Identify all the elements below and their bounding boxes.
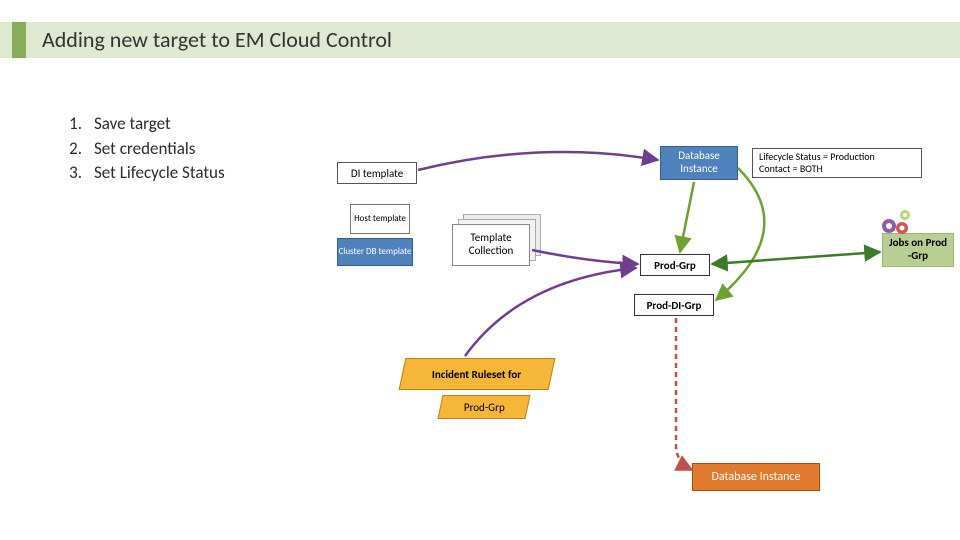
steps-list: 1. Save target 2. Set credentials 3. Set… bbox=[64, 112, 225, 186]
jobs-line2: -Grp bbox=[889, 250, 947, 263]
step-item: 2. Set credentials bbox=[64, 137, 225, 162]
node-incident-ruleset: Incident Ruleset for bbox=[399, 358, 556, 390]
node-host-template: Host template bbox=[350, 204, 410, 234]
step-num: 2. bbox=[64, 137, 82, 162]
step-item: 3. Set Lifecycle Status bbox=[64, 161, 225, 186]
incident-ruleset-label: Incident Ruleset for bbox=[432, 368, 521, 381]
template-collection-label: Template Collection bbox=[453, 232, 529, 257]
incident-prod-grp-label: Prod-Grp bbox=[464, 401, 505, 414]
step-num: 3. bbox=[64, 161, 82, 186]
step-text: Save target bbox=[94, 112, 171, 137]
node-prod-grp: Prod-Grp bbox=[640, 254, 710, 276]
step-text: Set credentials bbox=[94, 137, 195, 162]
node-jobs-on-prod-grp: Jobs on Prod -Grp bbox=[882, 233, 954, 267]
step-item: 1. Save target bbox=[64, 112, 225, 137]
database-instance-label: Database Instance bbox=[661, 150, 737, 175]
lifecycle-line2: Contact = BOTH bbox=[759, 163, 875, 175]
title-accent bbox=[12, 22, 26, 58]
node-database-instance: Database Instance bbox=[660, 146, 738, 180]
step-text: Set Lifecycle Status bbox=[94, 161, 225, 186]
node-prod-di-grp: Prod-DI-Grp bbox=[634, 294, 714, 316]
gears-icon bbox=[880, 208, 918, 236]
page-title: Adding new target to EM Cloud Control bbox=[42, 26, 392, 53]
node-incident-prod-grp: Prod-Grp bbox=[437, 395, 530, 419]
node-template-collection: Template Collection bbox=[452, 224, 530, 266]
node-lifecycle-status: Lifecycle Status = Production Contact = … bbox=[752, 148, 922, 178]
node-cluster-db-template: Cluster DB template bbox=[337, 238, 413, 266]
node-di-template: DI template bbox=[337, 162, 417, 184]
step-num: 1. bbox=[64, 112, 82, 137]
node-database-instance-2: Database Instance bbox=[692, 463, 820, 491]
connectors bbox=[0, 0, 960, 540]
